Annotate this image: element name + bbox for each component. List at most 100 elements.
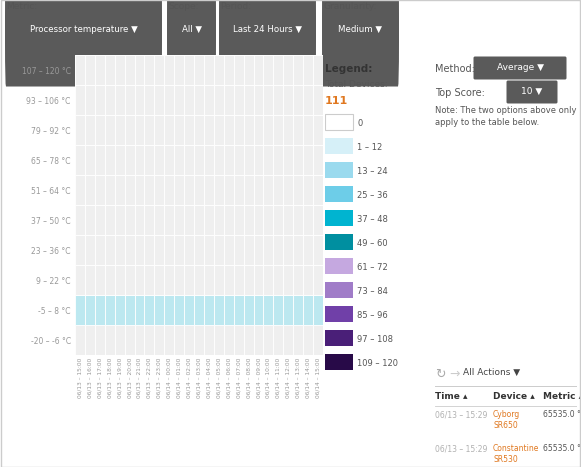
Bar — [224, 55, 234, 85]
Bar — [263, 295, 274, 325]
Bar — [293, 235, 303, 265]
FancyBboxPatch shape — [474, 57, 566, 79]
Bar — [85, 235, 95, 265]
Bar — [274, 115, 284, 145]
Text: 06/13 – 15:29: 06/13 – 15:29 — [435, 410, 487, 419]
Bar — [184, 145, 194, 175]
Bar — [313, 325, 323, 355]
Bar — [105, 205, 114, 235]
Text: All ▼: All ▼ — [181, 25, 202, 34]
Bar — [224, 325, 234, 355]
Bar — [274, 295, 284, 325]
Bar — [293, 145, 303, 175]
Bar — [114, 145, 124, 175]
Bar — [105, 115, 114, 145]
Text: ↻: ↻ — [435, 368, 446, 381]
Bar — [114, 205, 124, 235]
Bar — [105, 85, 114, 115]
FancyBboxPatch shape — [219, 0, 316, 86]
Bar — [303, 295, 313, 325]
Bar — [114, 295, 124, 325]
Bar — [145, 85, 155, 115]
FancyBboxPatch shape — [167, 0, 216, 86]
Bar — [174, 205, 184, 235]
Bar — [274, 325, 284, 355]
Bar — [263, 175, 274, 205]
Bar — [85, 265, 95, 295]
Text: 37 – 48: 37 – 48 — [357, 215, 388, 225]
Text: SR650: SR650 — [493, 421, 518, 430]
Bar — [75, 235, 85, 265]
Bar — [293, 55, 303, 85]
Bar — [234, 115, 243, 145]
Bar — [204, 145, 214, 175]
Text: Medium ▼: Medium ▼ — [339, 25, 382, 34]
Bar — [194, 85, 204, 115]
Bar — [204, 115, 214, 145]
Bar — [204, 55, 214, 85]
Bar — [234, 175, 243, 205]
Bar — [114, 325, 124, 355]
Bar — [164, 325, 174, 355]
Bar — [155, 145, 164, 175]
Bar — [135, 115, 145, 145]
Bar — [243, 295, 253, 325]
Text: Time ▴: Time ▴ — [435, 392, 468, 401]
Bar — [164, 115, 174, 145]
Bar — [253, 115, 263, 145]
Bar — [124, 325, 135, 355]
Bar — [164, 85, 174, 115]
Bar — [224, 205, 234, 235]
Bar — [184, 265, 194, 295]
Bar — [263, 325, 274, 355]
Bar — [325, 234, 353, 250]
Bar — [224, 295, 234, 325]
Bar — [145, 205, 155, 235]
Text: Device ▴: Device ▴ — [493, 392, 535, 401]
Text: Metric:: Metric: — [6, 2, 37, 11]
Text: Constantine: Constantine — [493, 444, 539, 453]
Bar — [135, 145, 145, 175]
Bar — [145, 325, 155, 355]
Bar — [284, 85, 293, 115]
Bar — [253, 295, 263, 325]
Bar — [313, 85, 323, 115]
Bar — [95, 55, 105, 85]
Bar — [114, 55, 124, 85]
Bar — [135, 205, 145, 235]
Bar — [174, 325, 184, 355]
Bar — [164, 235, 174, 265]
Bar — [124, 55, 135, 85]
Bar — [263, 205, 274, 235]
Bar — [253, 235, 263, 265]
Text: Method:: Method: — [435, 64, 475, 74]
Bar — [243, 235, 253, 265]
Bar — [105, 325, 114, 355]
Bar — [234, 265, 243, 295]
Bar — [145, 235, 155, 265]
Bar — [95, 235, 105, 265]
Text: 25 – 36: 25 – 36 — [357, 191, 388, 200]
Bar — [313, 55, 323, 85]
Bar — [95, 85, 105, 115]
Bar — [224, 145, 234, 175]
Bar — [75, 175, 85, 205]
Bar — [313, 235, 323, 265]
Bar — [274, 265, 284, 295]
Bar — [184, 295, 194, 325]
Bar — [145, 295, 155, 325]
Bar — [325, 282, 353, 298]
Bar — [75, 295, 85, 325]
Bar — [274, 85, 284, 115]
Bar — [194, 145, 204, 175]
Bar — [164, 145, 174, 175]
Bar — [253, 55, 263, 85]
Bar — [174, 145, 184, 175]
Bar — [194, 175, 204, 205]
Bar — [124, 115, 135, 145]
Text: 109 – 120: 109 – 120 — [357, 360, 398, 368]
Bar — [284, 145, 293, 175]
Bar — [214, 115, 224, 145]
Text: 97 – 108: 97 – 108 — [357, 335, 393, 345]
Text: 85 – 96: 85 – 96 — [357, 311, 388, 320]
